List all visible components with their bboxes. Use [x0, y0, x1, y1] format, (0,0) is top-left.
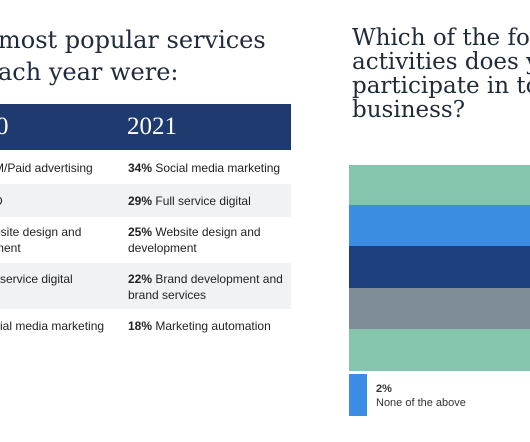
table-cell-percent: 29% — [128, 194, 153, 208]
table-cell-text: Website design and development — [128, 225, 261, 255]
table-cell-text: Marketing automation — [155, 319, 271, 333]
table-cell-col1: bsite design and ment — [0, 225, 82, 255]
table-cell-col2: 29% Full service digital — [128, 193, 288, 209]
table-cell-col2: 18% Marketing automation — [128, 318, 288, 334]
left-heading-line-2: ach year were: — [0, 58, 179, 86]
table-cell-col1: l service digital — [0, 272, 73, 286]
table-row: bsite design and ment 25% Website design… — [0, 217, 291, 263]
table-header-col2: 2021 — [127, 113, 177, 140]
table-cell-col2: 22% Brand development and brand services — [128, 271, 288, 303]
right-heading-line-3: participate in to — [352, 73, 530, 99]
none-of-the-above-percent: 2% — [376, 383, 392, 395]
table-cell-percent: 34% — [128, 161, 153, 175]
table-cell-percent: 22% — [128, 272, 153, 286]
table-cell-col1: M/Paid advertising — [0, 161, 93, 175]
table-cell-percent: 18% — [128, 319, 153, 333]
activity-bar — [349, 329, 530, 371]
activity-bar — [349, 288, 530, 329]
table-cell-percent: 25% — [128, 225, 153, 239]
left-heading-line-1: most popular services — [0, 26, 266, 54]
right-heading-line-2: activities does y — [352, 49, 530, 75]
table-row: cial media marketing 18% Marketing autom… — [0, 309, 291, 343]
right-heading: Which of the fol activities does y parti… — [352, 26, 530, 122]
table-cell-text: Full service digital — [155, 194, 251, 208]
left-heading: most popular services ach year were: — [0, 24, 298, 88]
none-of-the-above-label: None of the above — [376, 397, 466, 409]
table-cell-col2: 34% Social media marketing — [128, 160, 288, 176]
table-cell-col2: 25% Website design and development — [128, 224, 288, 256]
table-row: M/Paid advertising 34% Social media mark… — [0, 150, 291, 184]
none-of-the-above-bar — [349, 374, 367, 416]
table-cell-col1: cial media marketing — [0, 319, 105, 333]
table-cell-text: Brand development and brand services — [128, 272, 283, 302]
table-header: 0 2021 — [0, 104, 291, 150]
table-cell-text: Social media marketing — [155, 161, 281, 175]
right-heading-line-4: business? — [352, 97, 466, 123]
right-heading-line-1: Which of the fol — [352, 25, 530, 51]
activity-bar — [349, 246, 530, 288]
table-cell-col1: D — [0, 193, 112, 209]
activity-bar — [349, 165, 530, 205]
table-row: l service digital 22% Brand development … — [0, 263, 291, 309]
activity-bar — [349, 205, 530, 246]
table-row: D 29% Full service digital — [0, 184, 291, 217]
table-header-col1: 0 — [0, 113, 9, 140]
